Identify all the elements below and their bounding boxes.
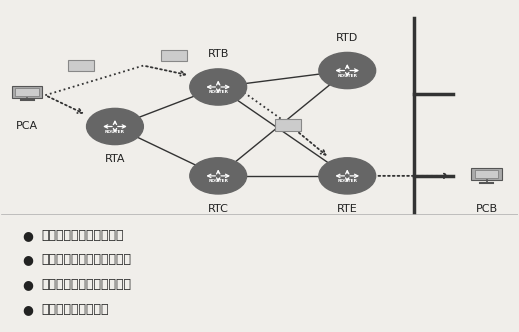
Circle shape <box>319 52 376 89</box>
Circle shape <box>190 69 247 105</box>
Text: ROUTER: ROUTER <box>208 179 228 183</box>
Text: ROUTER: ROUTER <box>337 74 357 78</box>
Text: ●: ● <box>22 278 33 291</box>
Circle shape <box>319 158 376 194</box>
Text: RTE: RTE <box>337 204 358 214</box>
Text: ROUTER: ROUTER <box>105 129 125 133</box>
FancyBboxPatch shape <box>16 88 39 96</box>
FancyBboxPatch shape <box>161 50 187 61</box>
Text: ROUTER: ROUTER <box>208 90 228 94</box>
Text: RTA: RTA <box>105 154 125 164</box>
Text: ●: ● <box>22 229 33 242</box>
FancyBboxPatch shape <box>471 168 502 180</box>
Circle shape <box>190 158 247 194</box>
FancyBboxPatch shape <box>275 119 301 130</box>
FancyBboxPatch shape <box>12 86 43 98</box>
Text: PCB: PCB <box>475 204 498 214</box>
FancyBboxPatch shape <box>69 60 94 71</box>
Text: 交换和维护路由信息: 交换和维护路由信息 <box>42 303 109 316</box>
Text: RTB: RTB <box>208 49 229 59</box>
Text: ●: ● <box>22 303 33 316</box>
Text: 对数据报文执行寻路和转发: 对数据报文执行寻路和转发 <box>42 278 132 291</box>
FancyBboxPatch shape <box>475 170 498 178</box>
Text: ROUTER: ROUTER <box>337 179 357 183</box>
Text: 连接具有不同介质的链路: 连接具有不同介质的链路 <box>42 229 124 242</box>
Text: RTC: RTC <box>208 204 229 214</box>
Text: PCA: PCA <box>16 122 38 131</box>
Text: 连接网络或子网，隔离广播: 连接网络或子网，隔离广播 <box>42 253 132 266</box>
Text: RTD: RTD <box>336 33 359 42</box>
Text: ●: ● <box>22 253 33 266</box>
Circle shape <box>87 108 143 145</box>
